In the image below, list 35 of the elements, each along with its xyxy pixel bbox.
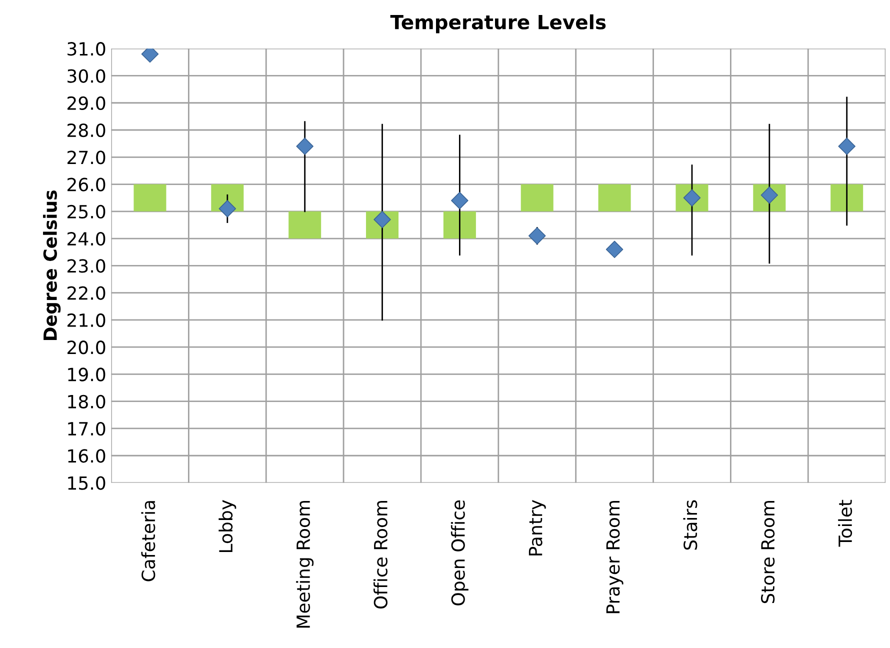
y-tick-label: 16.0 [68, 449, 106, 463]
x-tick-label: Office Room [374, 500, 388, 609]
y-tick-label: 23.0 [68, 259, 106, 273]
x-tick-label: Cafeteria [141, 501, 156, 582]
y-tick-label: 22.0 [68, 286, 106, 300]
x-tick-label: Toilet [838, 500, 852, 547]
x-tick-label: Meeting Room [296, 500, 314, 628]
y-tick-label: 31.0 [68, 42, 106, 56]
point [528, 227, 546, 244]
x-tick-label: Lobby [218, 500, 236, 552]
y-tick-label: 17.0 [68, 422, 106, 436]
x-tick-label: Prayer Room [606, 500, 624, 614]
x-tick-label: Stairs [683, 500, 698, 550]
y-tick-label: 18.0 [68, 394, 106, 408]
y-tick-label: 25.0 [68, 204, 106, 219]
y-tick-label: 29.0 [68, 96, 106, 110]
point [296, 138, 314, 155]
chart-title: Temperature Levels [390, 14, 606, 34]
y-tick-label: 26.0 [68, 178, 106, 192]
point [451, 192, 468, 210]
y-tick-label: 21.0 [68, 313, 106, 328]
x-tick-label: Open Office [450, 500, 468, 606]
x-tick-label: Pantry [528, 500, 546, 556]
y-tick-label: 28.0 [68, 123, 106, 138]
y-tick-label: 20.0 [68, 340, 106, 354]
y-tick-label: 19.0 [68, 368, 106, 382]
x-tick-label: Store Room [760, 500, 775, 604]
point [606, 240, 624, 258]
y-tick-label: 30.0 [68, 69, 106, 83]
y-tick-label: 24.0 [68, 232, 106, 246]
y-axis-title: Degree Celsius [43, 190, 61, 340]
y-tick-label: 15.0 [68, 476, 106, 490]
point [838, 138, 856, 155]
point [218, 200, 236, 218]
y-tick-label: 27.0 [68, 150, 106, 164]
